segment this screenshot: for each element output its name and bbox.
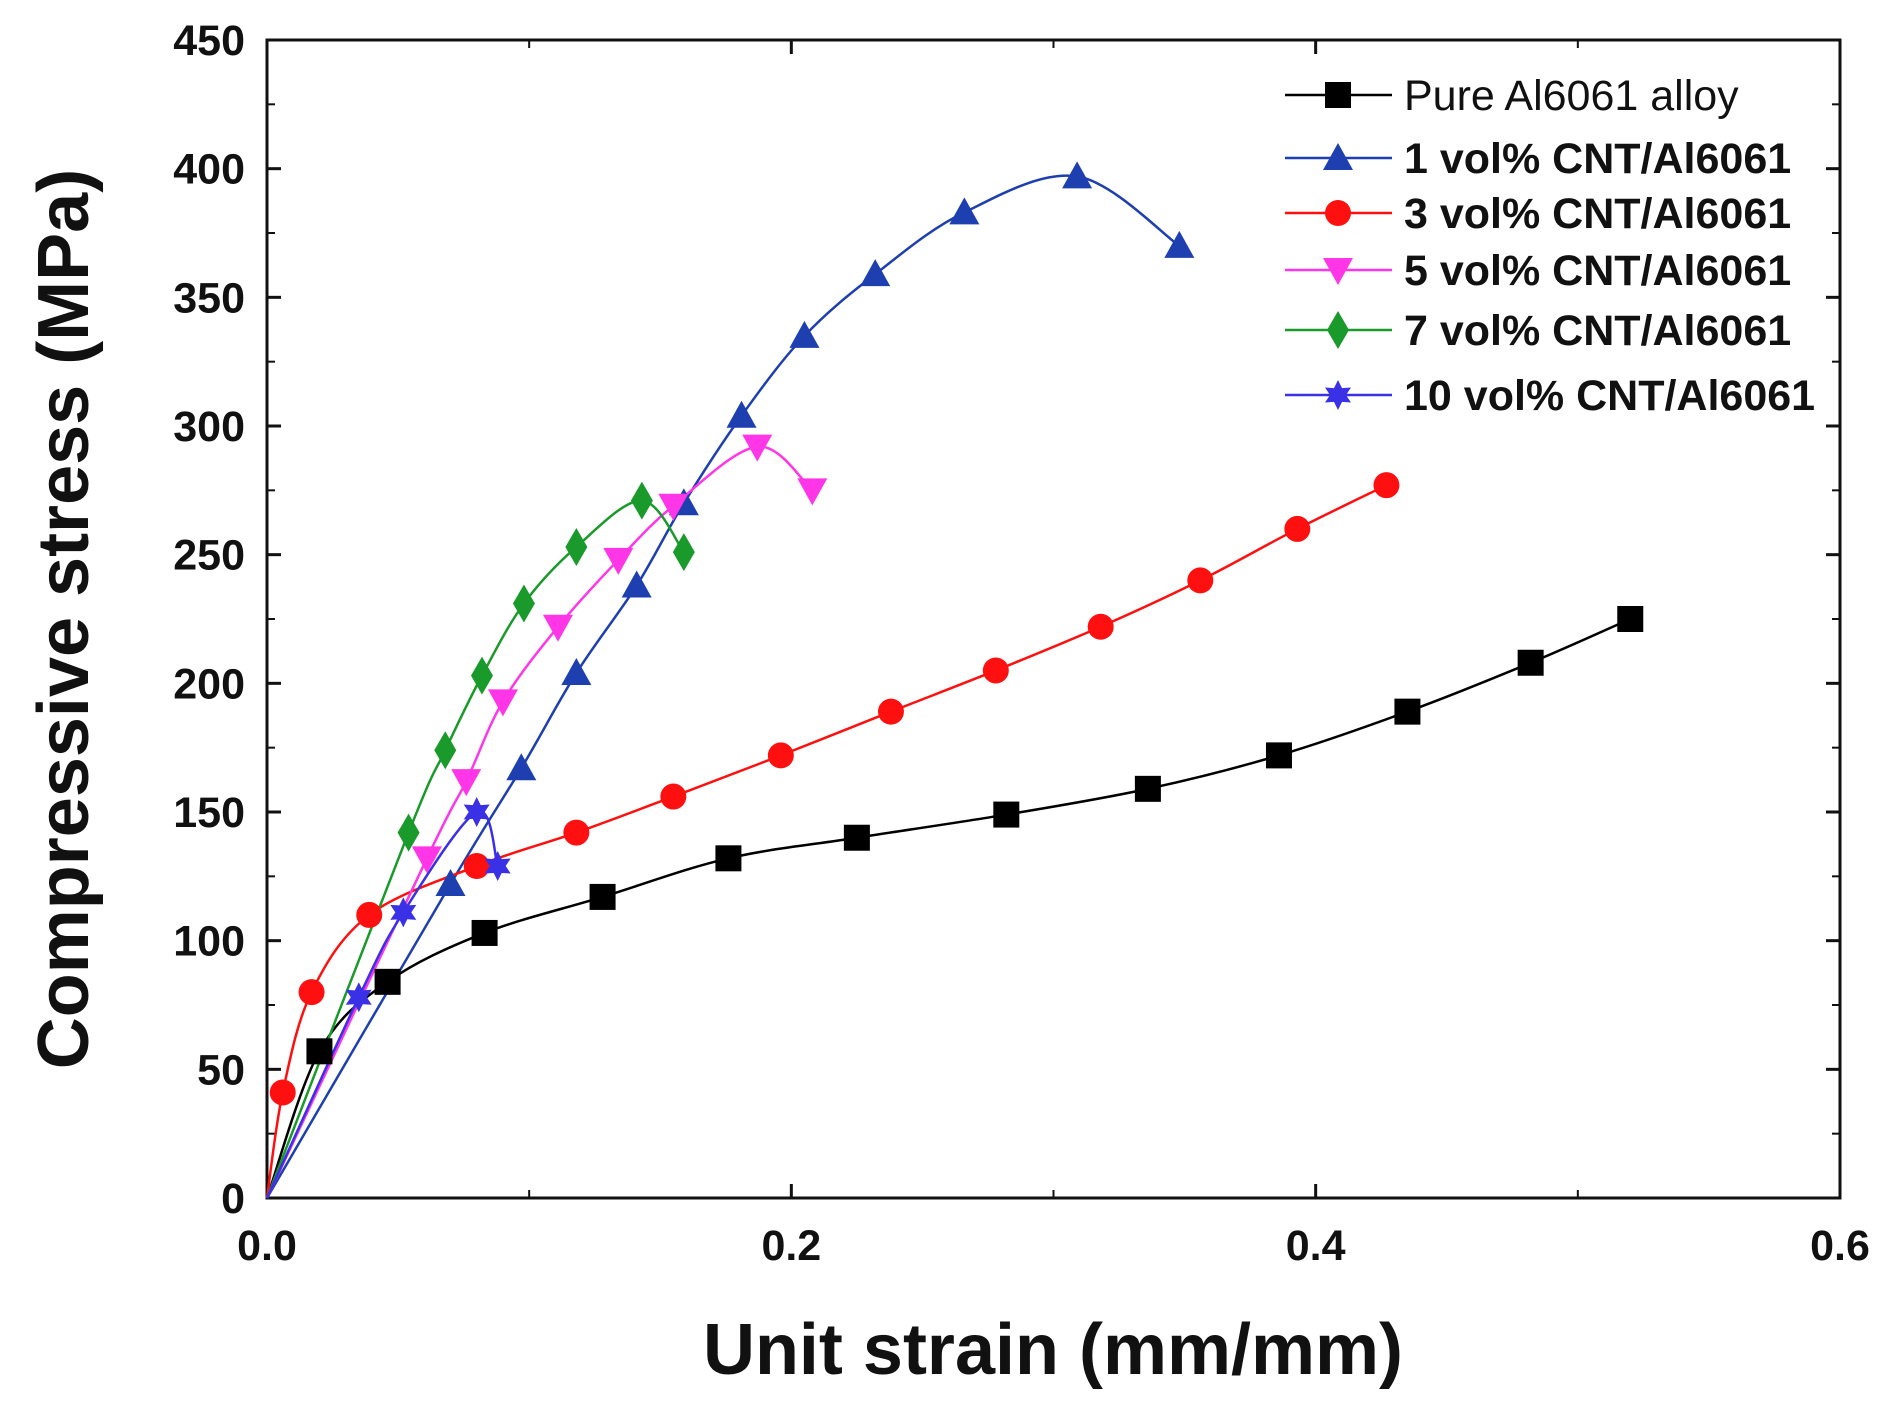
y-tick-label: 250: [173, 532, 245, 580]
data-point-series-4: [797, 478, 828, 506]
markers-layer: [269, 161, 1644, 1106]
data-point-series-1: [306, 1038, 333, 1065]
data-point-series-2: [860, 259, 891, 287]
legend-label-1: Pure Al6061 alloy: [1404, 72, 1739, 120]
legend: Pure Al6061 alloy 1 vol% CNT/Al6061 3 vol%…: [1285, 72, 1815, 420]
data-point-series-2: [1164, 230, 1195, 258]
x-tick-label: 0.6: [1810, 1222, 1870, 1270]
data-point-series-2: [1062, 161, 1093, 189]
y-tick-label: 300: [173, 403, 245, 451]
y-tick-label: 350: [173, 274, 245, 322]
y-tick-label: 150: [173, 789, 245, 837]
data-point-series-3: [982, 657, 1009, 684]
data-point-series-3: [1087, 613, 1114, 640]
data-point-series-6: [390, 897, 417, 928]
data-point-series-2: [435, 869, 466, 897]
data-point-series-1: [715, 845, 742, 872]
data-point-series-2: [561, 658, 592, 686]
legend-marker-2: [1323, 143, 1353, 170]
y-tick-label: 450: [173, 17, 245, 65]
data-point-series-1: [374, 968, 401, 995]
y-tick-label: 0: [221, 1175, 245, 1223]
data-point-series-5: [565, 527, 588, 566]
series-line-4: [265, 445, 814, 1199]
legend-label-4: 5 vol% CNT/Al6061: [1404, 247, 1791, 295]
legend-label-5: 7 vol% CNT/Al6061: [1404, 307, 1791, 355]
data-point-series-3: [356, 901, 383, 928]
data-point-series-2: [726, 400, 757, 428]
data-point-series-4: [543, 614, 574, 642]
data-point-series-3: [269, 1079, 296, 1106]
x-tick-label: 0.0: [237, 1222, 297, 1270]
y-tick-label: 400: [173, 146, 245, 194]
series-line-1: [265, 617, 1631, 1199]
data-point-series-4: [742, 434, 773, 462]
data-point-series-1: [1617, 606, 1644, 632]
ticks-layer: 0 50 100 150 200 250 300 350 400 450 0.0 0.2 0.4 0.6: [173, 17, 1870, 1270]
data-point-series-4: [487, 689, 518, 717]
data-point-series-1: [589, 883, 616, 910]
data-point-series-3: [660, 783, 687, 810]
data-point-series-5: [630, 481, 653, 520]
y-axis-title: Compressive stress (MPa): [24, 169, 104, 1069]
data-point-series-3: [1187, 567, 1214, 594]
data-point-series-3: [1373, 472, 1400, 499]
series-line-2: [265, 174, 1181, 1199]
y-tick-label: 200: [173, 660, 245, 708]
data-point-series-4: [451, 769, 482, 797]
data-point-series-5: [397, 813, 420, 852]
legend-marker-6: [1325, 380, 1351, 410]
data-point-series-3: [1284, 515, 1311, 542]
data-point-series-6: [463, 797, 490, 827]
legend-marker-1: [1325, 82, 1351, 108]
legend-marker-4: [1323, 258, 1353, 285]
data-point-series-1: [993, 801, 1020, 828]
y-tick-label: 50: [197, 1046, 245, 1094]
legend-label-6: 10 vol% CNT/Al6061: [1404, 372, 1815, 420]
data-point-series-1: [843, 824, 870, 851]
legend-label-2: 1 vol% CNT/Al6061: [1404, 135, 1791, 183]
data-point-series-3: [877, 698, 904, 725]
data-point-series-2: [506, 753, 537, 781]
data-point-series-3: [298, 979, 325, 1006]
data-point-series-1: [1517, 649, 1544, 676]
data-point-series-5: [470, 656, 493, 695]
data-point-series-2: [949, 197, 980, 225]
data-point-series-1: [1134, 775, 1161, 802]
data-point-series-5: [512, 584, 535, 623]
x-tick-label: 0.4: [1286, 1222, 1346, 1270]
data-point-series-3: [463, 853, 490, 880]
y-tick-label: 100: [173, 918, 245, 966]
data-point-series-1: [471, 919, 498, 946]
series-line-5: [265, 499, 685, 1199]
data-point-series-6: [484, 851, 511, 881]
data-point-series-4: [658, 493, 689, 521]
data-point-series-5: [434, 731, 457, 770]
data-point-series-2: [789, 320, 820, 348]
data-point-series-4: [411, 846, 442, 874]
data-point-series-3: [767, 742, 794, 769]
x-axis-title: Unit strain (mm/mm): [703, 1310, 1403, 1390]
data-point-series-6: [345, 982, 372, 1013]
data-point-series-1: [1394, 698, 1421, 725]
x-tick-label: 0.2: [761, 1222, 821, 1270]
legend-marker-3: [1325, 200, 1351, 226]
data-point-series-1: [1265, 742, 1292, 769]
data-point-series-3: [563, 819, 590, 846]
data-point-series-2: [621, 570, 652, 598]
legend-marker-5: [1327, 311, 1349, 349]
data-point-series-5: [672, 533, 695, 572]
legend-label-3: 3 vol% CNT/Al6061: [1404, 190, 1791, 238]
data-point-series-4: [603, 547, 634, 575]
